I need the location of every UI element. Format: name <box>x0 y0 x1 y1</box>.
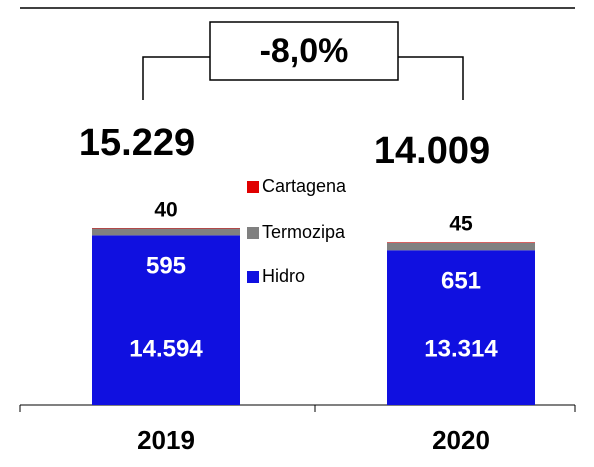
legend-swatch <box>247 181 259 193</box>
bar-segment <box>387 243 535 251</box>
legend-swatch <box>247 271 259 283</box>
legend-swatch <box>247 227 259 239</box>
legend-label: Cartagena <box>262 176 347 196</box>
value-label: 651 <box>441 268 481 295</box>
bracket-right <box>398 57 463 100</box>
x-tick-label: 2019 <box>137 425 195 455</box>
legend-label: Hidro <box>262 266 305 286</box>
value-label: 45 <box>449 213 473 236</box>
bar-segment <box>387 242 535 243</box>
annotation: -8,0% <box>260 32 349 70</box>
value-label: 14.594 <box>129 335 203 362</box>
value-label: 595 <box>146 253 186 280</box>
total-label: 15.229 <box>79 122 195 164</box>
bar-segment <box>92 228 240 235</box>
total-label: 14.009 <box>374 130 490 172</box>
legend-label: Termozipa <box>262 222 346 242</box>
value-label: 13.314 <box>424 335 498 362</box>
value-label: 40 <box>154 199 177 222</box>
x-tick-label: 2020 <box>432 425 490 455</box>
bracket-left <box>143 57 210 100</box>
